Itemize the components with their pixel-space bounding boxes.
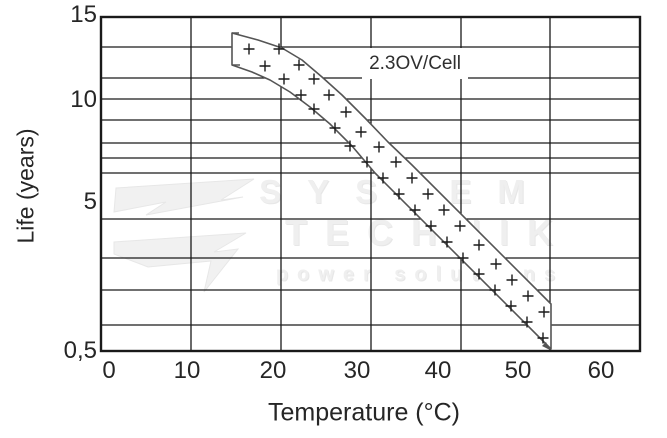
y-tick-label: 5 [83, 188, 97, 215]
x-tick-label: 30 [343, 357, 371, 384]
y-axis-title: Life (years) [12, 128, 39, 244]
x-tick-label: 10 [173, 357, 201, 384]
x-axis-title: Temperature (°C) [268, 398, 460, 427]
band-plus-markers [243, 43, 550, 344]
band-left-edge-serifs [232, 32, 240, 66]
x-tick-label: 50 [504, 357, 532, 384]
cell-voltage-annotation: 2.3OV/Cell [362, 48, 468, 79]
plot-border [99, 15, 642, 353]
band-end-arrow [542, 342, 550, 350]
y-tick-label: 10 [70, 86, 97, 113]
x-tick-label: 60 [587, 357, 615, 384]
y-tick-label: 0,5 [63, 337, 97, 364]
x-tick-label: 20 [259, 357, 287, 384]
life-expectancy-band [231, 32, 552, 350]
x-tick-label: 40 [424, 357, 452, 384]
watermark-flash-top [113, 178, 255, 216]
x-tick-label: 0 [102, 357, 116, 384]
y-tick-label: 15 [70, 1, 97, 28]
